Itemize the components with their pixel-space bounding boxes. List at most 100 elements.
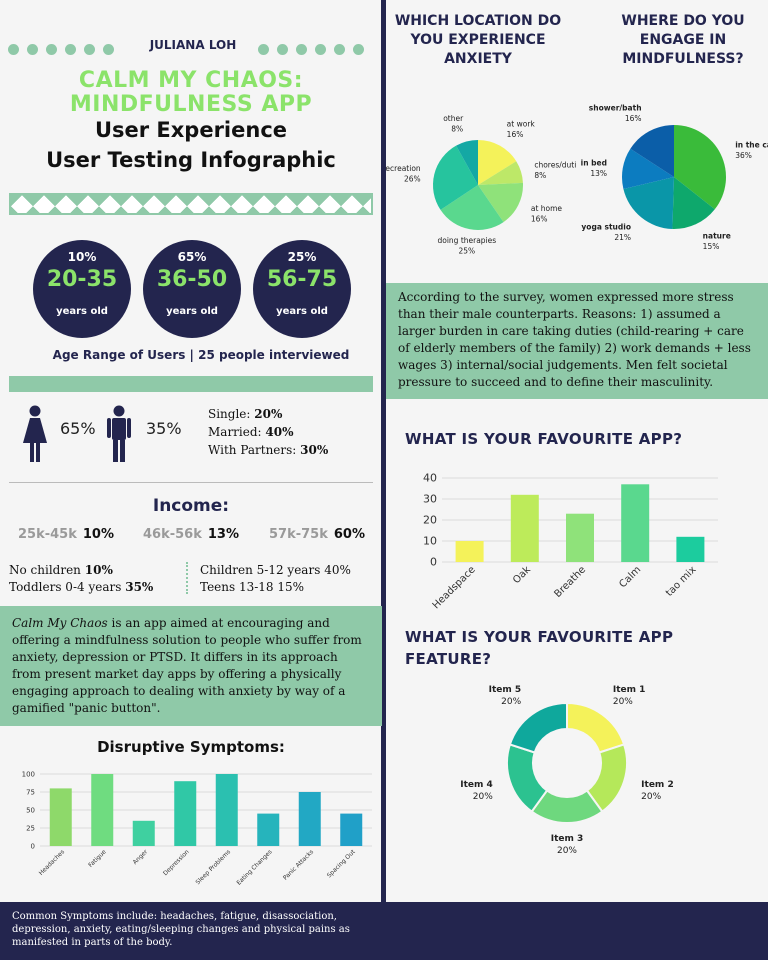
relationship-label: Married: <box>208 425 262 439</box>
y-tick-label: 75 <box>26 788 35 796</box>
relationship-value: 40% <box>265 425 294 439</box>
female-percent: 65% <box>60 419 96 438</box>
slice-percent: 20% <box>613 697 633 707</box>
bar <box>510 494 539 562</box>
female-person-icon <box>23 405 47 462</box>
pie-slice <box>478 182 523 223</box>
male-percent: 35% <box>146 419 182 438</box>
pie-slice <box>630 125 674 177</box>
x-tick-label: Anger <box>132 848 150 866</box>
x-tick-label: Headaches <box>38 848 66 876</box>
slice-percent: 20% <box>501 697 521 707</box>
pie-slice <box>478 140 517 185</box>
pie-slice <box>622 148 674 190</box>
bar <box>621 484 650 562</box>
relationship-partners: With Partners: 30% <box>208 443 328 457</box>
age-group-unit: years old <box>56 306 108 317</box>
relationship-value: 30% <box>300 443 329 457</box>
relationship-single: Single: 20% <box>208 407 282 421</box>
pie-slice <box>674 125 726 210</box>
slice-percent: 16% <box>625 114 642 123</box>
children-label: Teens 13-18 <box>200 580 274 594</box>
pie-slice <box>456 140 478 185</box>
slice-percent: 8% <box>534 171 546 180</box>
bar <box>132 820 155 846</box>
x-tick-label: Fatigue <box>87 848 108 869</box>
age-group-circle: 65% 36-50 years old <box>143 240 241 338</box>
slice-percent: 20% <box>557 846 577 856</box>
slice-label: yoga studio <box>581 223 631 232</box>
x-tick-label: Breathe <box>552 564 588 600</box>
slice-percent: 26% <box>404 175 421 184</box>
slice-percent: 20% <box>473 792 493 802</box>
relationship-label: Single: <box>208 407 251 421</box>
age-group-circle: 25% 56-75 years old <box>253 240 351 338</box>
bar <box>566 513 594 562</box>
x-tick-label: Headspace <box>431 564 478 610</box>
toddlers-stat: Toddlers 0-4 years 35% <box>9 580 153 594</box>
pie-slice <box>672 177 715 229</box>
bar <box>676 536 705 562</box>
age-group-unit: years old <box>166 306 218 317</box>
bar <box>91 774 114 846</box>
app-description-text: is an app aimed at encouraging and offer… <box>12 616 362 715</box>
slice-percent: 20% <box>641 792 661 802</box>
income-heading: Income: <box>152 496 230 516</box>
bar <box>215 774 238 846</box>
slice-percent: 16% <box>507 130 524 139</box>
slice-label: shower/bath <box>589 103 642 112</box>
decorative-dots-left <box>8 40 122 55</box>
income-value: 10% <box>82 527 114 542</box>
symptoms-bar-chart: 0 25 50 75 100 Headaches Fatigue Anger Depressio… <box>22 770 372 887</box>
y-tick-label: 20 <box>423 514 437 527</box>
pie-slice <box>433 145 478 210</box>
mindfulness-question: WHERE DO YOU ENGAGE IN MINDFULNESS? <box>621 13 745 67</box>
pie-slice <box>478 161 523 185</box>
x-tick-label: Sleep Problems <box>195 848 233 886</box>
survey-findings: According to the survey, women expressed… <box>386 283 768 399</box>
section-band <box>9 376 373 392</box>
slice-percent: 36% <box>735 151 752 160</box>
app-name-italic: Calm My Chaos <box>12 616 108 630</box>
pie-slice <box>440 185 504 230</box>
pie-slice <box>508 701 568 754</box>
decorative-dots-right <box>258 40 372 55</box>
age-range-caption: Age Range of Users | 25 people interview… <box>52 348 350 362</box>
slice-label: Item 4 <box>460 780 493 790</box>
slice-label: Item 2 <box>641 780 674 790</box>
slice-label: at home <box>531 204 563 213</box>
subtitle-line2: User Testing Infographic <box>46 148 336 172</box>
slice-label: in bed <box>581 158 607 167</box>
y-tick-label: 100 <box>22 770 35 778</box>
slice-percent: 13% <box>590 169 607 178</box>
x-tick-label: Panic Attacks <box>282 848 315 881</box>
children-5-12-stat: Children 5-12 years 40% <box>200 563 351 577</box>
slice-label: recreation <box>386 164 421 173</box>
age-group-percent: 65% <box>177 250 207 264</box>
income-range: 46k-56k <box>143 527 202 542</box>
slice-percent: 21% <box>614 233 631 242</box>
divider-line <box>9 482 373 483</box>
bar <box>174 781 197 846</box>
income-value: 60% <box>333 527 365 542</box>
favourite-app-bar-chart: 0 10 20 30 40 Headspace Oak Breathe Calm tao mix <box>423 472 718 610</box>
slice-label: other <box>443 114 464 123</box>
age-group-range: 36-50 <box>156 267 228 292</box>
footer-band-right <box>386 902 768 960</box>
favourite-feature-donut-chart: Item 1 20% Item 2 20% Item 3 20% Item 4 20% Item… <box>460 685 674 856</box>
age-group-range: 56-75 <box>266 267 338 292</box>
x-tick-label: Depression <box>162 848 191 877</box>
pie-slice <box>566 701 626 754</box>
pie-slice <box>623 177 674 229</box>
slice-percent: 16% <box>531 215 548 224</box>
children-value: 35% <box>125 580 154 594</box>
y-tick-label: 30 <box>423 493 437 506</box>
bar <box>257 813 280 846</box>
favourite-feature-question: WHAT IS YOUR FAVOURITE APP FEATURE? <box>405 628 674 668</box>
y-tick-label: 0 <box>430 556 437 569</box>
teens-stat: Teens 13-18 15% <box>200 580 304 594</box>
no-children-stat: No children 10% <box>9 563 113 577</box>
age-group-circle: 10% 20-35 years old <box>33 240 131 338</box>
x-tick-label: tao mix <box>664 564 699 599</box>
